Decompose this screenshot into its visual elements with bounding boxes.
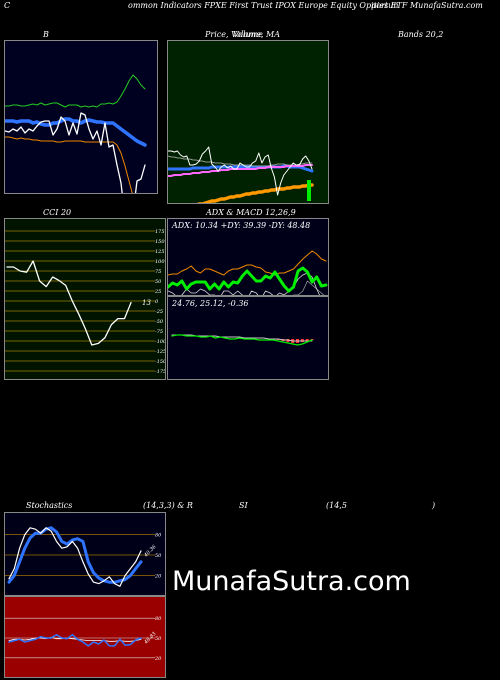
rsi-tick-label: 20 — [154, 656, 162, 662]
macd-chart — [171, 334, 314, 346]
adx-chart — [168, 250, 328, 295]
cci-panel: 175 150 125 100 75 50 25 0 -25 -50 -75 -100 -125 -150… — [4, 218, 166, 380]
price-ma-long-line — [196, 183, 314, 203]
rsi-params: (14,5 — [326, 501, 347, 510]
bollinger-lower-line — [5, 136, 133, 193]
cci-tick-label: -100 — [155, 339, 165, 345]
price-volume-ma-chart — [168, 146, 314, 203]
rsi-panel: 80 50 20 48.83 — [4, 596, 166, 678]
stochastics-panel: 80 50 20 40.36 — [4, 512, 166, 596]
adx-white-line-1 — [168, 272, 320, 295]
bollinger-bands-panel — [4, 40, 158, 194]
header-left: C — [4, 1, 11, 10]
price-line — [168, 146, 313, 196]
adx-white-line-2 — [213, 280, 325, 295]
cci-tick-label: 25 — [154, 289, 161, 295]
adx-panel: ADX: 10.34 +DY: 39.39 -DY: 48.48 — [167, 218, 329, 296]
cci-tick-label: 125 — [155, 249, 165, 255]
bands-title: B — [43, 30, 49, 39]
cci-tick-label: 75 — [155, 269, 161, 275]
adx-orange-line — [168, 250, 327, 276]
stochastics-params: (14,3,3) & R — [143, 501, 193, 510]
stoch-tick-label: 80 — [155, 533, 162, 539]
cci-tick-label: 50 — [155, 279, 162, 285]
stoch-d-line — [8, 527, 142, 587]
cci-chart: 175 150 125 100 75 50 25 0 -25 -50 -75 -100 -125 -150… — [5, 229, 165, 375]
rsi-tick-label: 50 — [155, 636, 162, 642]
cci-tick-label: 150 — [155, 239, 165, 245]
bands-value-title: Bands 20,2 — [398, 30, 444, 39]
macd-line — [171, 334, 313, 346]
header-title: ommon Indicators FPXE First Trust IPOX E… — [128, 1, 399, 10]
price-volume-ma-panel — [167, 40, 329, 204]
price-volume-ma-title: Price, Volume, MA — [205, 30, 281, 39]
cci-tick-label: -175 — [155, 369, 165, 375]
rsi-tick-label: 80 — [155, 616, 162, 622]
stochastics-title: Stochastics — [26, 501, 73, 510]
bollinger-chart — [5, 74, 147, 193]
stoch-tick-label: 20 — [154, 573, 162, 579]
stoch-k-line — [7, 526, 143, 584]
watermark: MunafaSutra.com — [172, 566, 411, 597]
header-right: ities ETF MunafaSutra.com — [371, 1, 483, 10]
macd-readout: 24.76, 25.12, -0.36 — [172, 299, 249, 308]
adx-readout: ADX: 10.34 +DY: 39.39 -DY: 48.48 — [172, 221, 311, 230]
rsi-params-end: ) — [432, 501, 436, 510]
cci-tick-label: -150 — [155, 359, 165, 365]
cci-tick-label: -25 — [155, 309, 163, 315]
adx-green-line — [168, 266, 328, 293]
cci-tick-label: -125 — [155, 349, 165, 355]
bollinger-price-line — [5, 112, 146, 193]
cci-tick-label: 175 — [155, 229, 165, 235]
price-title-overlay: Volume — [233, 30, 263, 39]
cci-line — [6, 260, 132, 346]
macd-panel: 24.76, 25.12, -0.36 — [167, 296, 329, 380]
adx-macd-title: ADX & MACD 12,26,9 — [206, 208, 296, 217]
cci-tick-label: -50 — [155, 319, 164, 325]
bollinger-middle-line — [5, 117, 147, 147]
price-ma-short-line — [168, 164, 313, 177]
cci-tick-label: -75 — [155, 329, 163, 335]
volume-bar — [307, 180, 311, 201]
cci-title: CCI 20 — [43, 208, 72, 217]
cci-last-label: 13 — [142, 299, 151, 307]
cci-tick-label: 100 — [155, 259, 165, 265]
macd-histogram-bar — [305, 339, 309, 341]
rsi-line — [8, 633, 142, 647]
bollinger-upper-line — [5, 74, 146, 108]
rsi-title: SI — [239, 501, 248, 510]
cci-tick-label: 0 — [155, 299, 159, 305]
stoch-tick-label: 50 — [155, 553, 162, 559]
